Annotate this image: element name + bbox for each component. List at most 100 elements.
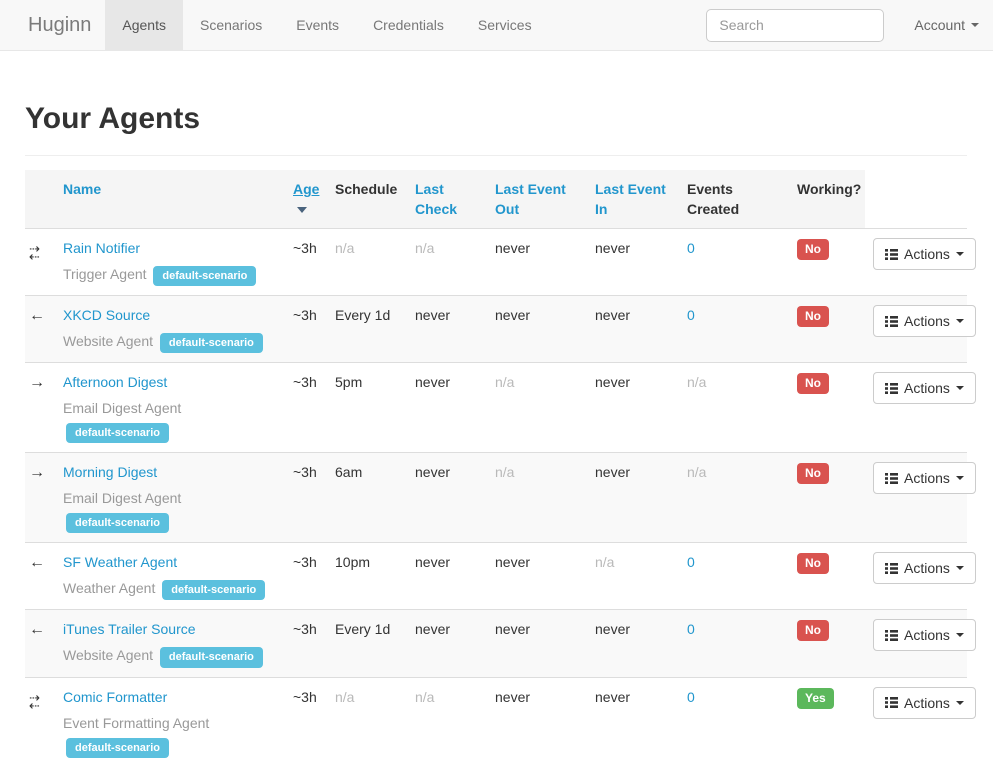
last-event-in-cell: never <box>587 362 679 453</box>
actions-button-label: Actions <box>904 694 950 711</box>
events-created-link[interactable]: 0 <box>687 621 695 638</box>
working-status-badge: No <box>797 553 829 575</box>
agent-name-link[interactable]: SF Weather Agent <box>63 554 178 571</box>
actions-button[interactable]: Actions <box>873 305 976 338</box>
agent-name-link[interactable]: Afternoon Digest <box>63 374 168 391</box>
schedule-cell: 10pm <box>327 542 407 610</box>
agents-table: Name Age Schedule Last Check Last Event Out L… <box>25 170 976 767</box>
actions-button-label: Actions <box>904 470 950 487</box>
scenario-badge[interactable]: default-scenario <box>162 580 266 601</box>
sort-link-last-event-out[interactable]: Last Event Out <box>495 181 566 217</box>
agent-name-link[interactable]: XKCD Source <box>63 307 151 324</box>
brand-link[interactable]: Huginn <box>28 13 92 36</box>
agent-type-label: Weather Agent <box>63 580 160 597</box>
schedule-cell: n/a <box>327 676 407 767</box>
actions-button[interactable]: Actions <box>873 372 976 405</box>
actions-button-label: Actions <box>904 380 950 397</box>
last-event-in-cell: never <box>587 295 679 363</box>
column-header-age[interactable]: Age <box>285 170 327 229</box>
column-header-last-event-in[interactable]: Last Event In <box>587 170 679 229</box>
actions-button-label: Actions <box>904 560 950 577</box>
agent-type-label: Event Formatting Agent <box>63 714 210 731</box>
scenario-badge[interactable]: default-scenario <box>66 737 169 758</box>
nav-link-scenarios[interactable]: Scenarios <box>199 17 263 33</box>
actions-button[interactable]: Actions <box>873 686 976 719</box>
list-icon <box>885 697 898 709</box>
agent-name-link[interactable]: iTunes Trailer Source <box>63 621 196 638</box>
transfer-icon: ⇢ ⇠ <box>29 241 40 264</box>
last-check-cell: n/a <box>407 227 487 296</box>
search-input[interactable] <box>706 8 885 42</box>
divider <box>25 155 967 156</box>
nav-link-credentials[interactable]: Credentials <box>373 17 444 33</box>
events-created-link[interactable]: 0 <box>687 554 695 571</box>
caret-down-icon <box>955 700 964 705</box>
transfer-icon: ⇢ ⇠ <box>29 689 40 713</box>
events-created-link[interactable]: 0 <box>687 240 695 256</box>
sort-caret-icon <box>297 207 307 214</box>
column-header-last-event-out[interactable]: Last Event Out <box>487 170 587 229</box>
actions-button[interactable]: Actions <box>873 462 976 495</box>
column-header-name[interactable]: Name <box>55 170 285 229</box>
events-created-link[interactable]: 0 <box>687 307 695 324</box>
list-icon <box>885 629 898 641</box>
nav-tab-agents: Agents <box>105 0 183 50</box>
actions-button-label: Actions <box>904 627 950 644</box>
scenario-badge[interactable]: default-scenario <box>66 423 169 444</box>
agent-subtitle: Trigger Agent default-scenario <box>63 263 277 287</box>
nav-link-services[interactable]: Services <box>477 17 532 33</box>
agent-type-label: Trigger Agent <box>63 266 151 282</box>
working-status-badge: Yes <box>797 687 834 709</box>
actions-button-label: Actions <box>904 313 950 330</box>
events-created-cell: n/a <box>679 452 789 543</box>
last-event-out-cell: n/a <box>487 362 587 453</box>
scenario-badge[interactable]: default-scenario <box>153 266 257 287</box>
main-content: Your Agents Name Age Schedule Last Check Las… <box>0 102 993 767</box>
agent-name-link[interactable]: Morning Digest <box>63 464 158 481</box>
list-icon <box>885 248 898 260</box>
arrow-right-icon: → <box>29 374 45 392</box>
nav-tab-credentials: Credentials <box>356 0 461 50</box>
actions-button[interactable]: Actions <box>873 619 976 652</box>
sort-link-last-event-in[interactable]: Last Event In <box>595 181 666 217</box>
actions-button[interactable]: Actions <box>873 238 976 270</box>
scenario-badge[interactable]: default-scenario <box>159 647 263 668</box>
last-event-out-cell: never <box>487 609 587 678</box>
table-row: ⇢ ⇠ Comic Formatter Event Formatting Agen… <box>25 676 976 767</box>
working-status-badge: No <box>797 373 829 395</box>
events-created-cell: 0 <box>679 542 789 610</box>
table-body: ⇢ ⇠ Rain Notifier Trigger Agent default-s… <box>25 227 976 767</box>
events-created-cell: n/a <box>679 362 789 453</box>
agent-subtitle: Weather Agent default-scenario <box>63 577 277 601</box>
agent-type-label: Website Agent <box>63 647 157 664</box>
agent-name-link[interactable]: Rain Notifier <box>63 240 141 256</box>
agent-type-label: Email Digest Agent <box>63 490 182 507</box>
schedule-cell: 6am <box>327 452 407 543</box>
sort-link-age[interactable]: Age <box>293 181 320 197</box>
arrow-left-icon: ← <box>29 554 45 572</box>
scenario-badge[interactable]: default-scenario <box>66 513 169 534</box>
account-dropdown[interactable]: Account <box>914 17 979 33</box>
agent-name-link[interactable]: Comic Formatter <box>63 688 168 705</box>
sort-link-name[interactable]: Name <box>63 181 102 197</box>
age-cell: ~3h <box>285 542 327 610</box>
last-event-in-cell: never <box>587 227 679 296</box>
nav-link-events[interactable]: Events <box>296 17 340 33</box>
events-created-link[interactable]: 0 <box>687 688 695 705</box>
age-cell: ~3h <box>285 452 327 543</box>
last-check-cell: n/a <box>407 676 487 767</box>
actions-button[interactable]: Actions <box>873 552 976 585</box>
table-row: → Morning Digest Email Digest Agent defa… <box>25 452 976 543</box>
navbar-right: Account <box>706 0 993 50</box>
agent-type-label: Website Agent <box>63 333 157 350</box>
sort-link-last-check[interactable]: Last Check <box>415 181 458 217</box>
table-row: → Afternoon Digest Email Digest Agent de… <box>25 362 976 453</box>
actions-button-label: Actions <box>904 246 950 262</box>
scenario-badge[interactable]: default-scenario <box>159 333 263 354</box>
events-created-cell: 0 <box>679 609 789 678</box>
table-row: ⇢ ⇠ Rain Notifier Trigger Agent default-s… <box>25 227 976 296</box>
column-header-last-check[interactable]: Last Check <box>407 170 487 229</box>
age-cell: ~3h <box>285 676 327 767</box>
age-cell: ~3h <box>285 295 327 363</box>
nav-link-agents[interactable]: Agents <box>105 0 183 50</box>
